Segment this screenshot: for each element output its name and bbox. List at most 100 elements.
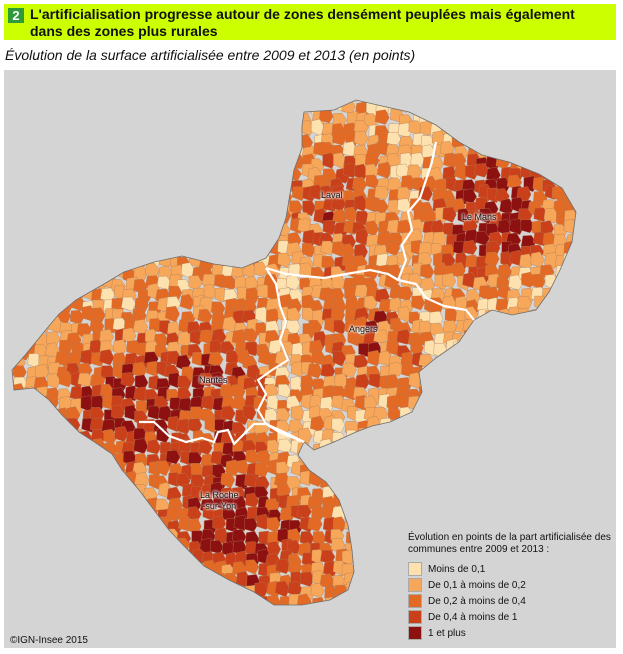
commune-cell <box>354 629 368 645</box>
commune-cell <box>597 396 611 411</box>
commune-cell <box>26 176 40 193</box>
title-bar: 2 L'artificialisation progresse autour d… <box>4 4 616 40</box>
commune-cell <box>497 397 512 413</box>
commune-cell <box>385 595 401 605</box>
commune-cell <box>554 100 569 116</box>
commune-cell <box>543 384 559 400</box>
commune-cell <box>256 211 271 226</box>
commune-cell <box>235 233 251 250</box>
commune-cell <box>116 509 130 526</box>
commune-cell <box>589 472 603 488</box>
commune-cell <box>134 529 149 545</box>
commune-cell <box>278 131 293 147</box>
commune-cell <box>478 373 493 389</box>
commune-cell <box>420 507 435 522</box>
city-label-le-mans: Le Mans <box>462 212 497 222</box>
commune-cell <box>266 439 281 455</box>
commune-cell <box>92 548 108 565</box>
commune-cell <box>552 429 567 444</box>
commune-cell <box>12 209 17 225</box>
commune-cell <box>186 571 202 588</box>
commune-cell <box>365 483 381 499</box>
commune-cell <box>357 617 370 631</box>
commune-cell <box>377 630 391 644</box>
commune-cell <box>168 583 183 598</box>
commune-cell <box>180 201 196 217</box>
commune-cell <box>278 102 293 118</box>
commune-cell <box>596 186 610 202</box>
commune-cell <box>230 383 246 401</box>
commune-cell <box>518 509 533 525</box>
commune-cell <box>56 549 72 564</box>
commune-cell <box>379 439 394 457</box>
commune-cell <box>155 156 171 174</box>
commune-cell <box>12 595 16 605</box>
commune-cell <box>497 218 512 236</box>
commune-cell <box>47 244 63 260</box>
commune-cell <box>302 604 317 605</box>
commune-cell <box>367 437 382 455</box>
commune-cell <box>577 112 591 127</box>
commune-cell <box>15 180 30 195</box>
commune-cell <box>99 179 114 196</box>
commune-cell <box>473 134 489 152</box>
commune-cell <box>321 604 337 605</box>
commune-cell <box>374 100 390 106</box>
commune-cell <box>319 396 335 413</box>
commune-cell <box>595 451 609 467</box>
commune-cell <box>246 240 260 257</box>
commune-cell <box>35 438 50 456</box>
commune-cell <box>254 607 268 622</box>
commune-cell <box>144 528 160 545</box>
commune-cell <box>516 482 532 497</box>
commune-cell <box>188 167 203 184</box>
commune-cell <box>135 231 149 247</box>
commune-cell <box>563 518 576 534</box>
commune-cell <box>329 100 345 102</box>
commune-cell <box>104 143 120 159</box>
commune-cell <box>15 100 30 107</box>
commune-cell <box>423 209 438 224</box>
commune-cell <box>170 143 184 159</box>
commune-cell <box>572 289 576 306</box>
commune-cell <box>248 620 262 634</box>
commune-cell <box>462 396 478 413</box>
commune-cell <box>178 178 193 195</box>
commune-cell <box>584 508 598 523</box>
commune-cell <box>462 240 478 256</box>
commune-cell <box>483 396 499 412</box>
commune-cell <box>532 426 546 443</box>
legend-label: De 0,1 à moins de 0,2 <box>428 579 526 591</box>
commune-cell <box>374 526 390 542</box>
commune-cell <box>243 142 257 159</box>
commune-cell <box>454 419 469 436</box>
commune-cell <box>12 419 16 436</box>
commune-cell <box>595 87 608 102</box>
commune-cell <box>78 113 95 129</box>
commune-cell <box>233 146 249 163</box>
commune-cell <box>585 384 599 397</box>
commune-cell <box>200 208 216 224</box>
commune-cell <box>121 560 136 575</box>
commune-cell <box>369 586 384 603</box>
commune-cell <box>213 154 229 169</box>
commune-cell <box>38 417 53 434</box>
commune-cell <box>157 584 172 601</box>
commune-cell <box>23 495 39 511</box>
commune-cell <box>483 509 499 524</box>
commune-cell <box>137 509 152 524</box>
commune-cell <box>289 100 305 105</box>
commune-cell <box>543 342 559 357</box>
commune-cell <box>79 163 95 180</box>
commune-cell <box>35 317 51 334</box>
commune-cell <box>345 631 359 647</box>
commune-cell <box>127 165 141 181</box>
commune-cell <box>36 562 52 578</box>
commune-cell <box>575 496 576 512</box>
commune-cell <box>232 242 248 258</box>
commune-cell <box>369 596 384 605</box>
commune-cell <box>388 486 404 503</box>
commune-cell <box>507 460 523 477</box>
commune-cell <box>589 453 603 468</box>
commune-cell <box>520 516 535 532</box>
